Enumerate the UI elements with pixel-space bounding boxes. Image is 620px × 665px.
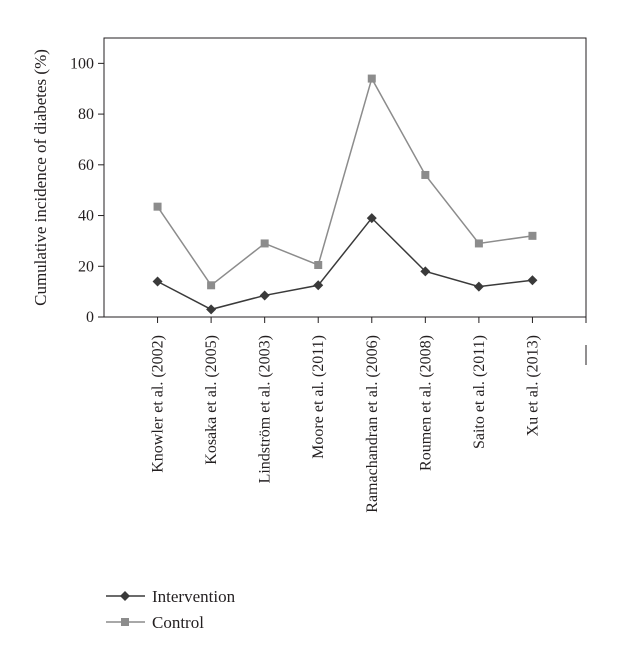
data-point [259,290,270,301]
category-label: Moore et al. (2011) [310,335,327,459]
legend-marker [120,591,130,601]
data-point [260,239,269,248]
data-point [314,261,323,270]
data-point [313,280,324,291]
series-layer [152,74,538,315]
data-point [206,304,217,315]
data-point [421,170,430,179]
data-point [366,213,377,224]
series-control [153,74,537,290]
y-tick-label: 100 [70,55,94,72]
y-ticks: 0 20 40 60 80 100 [70,55,104,326]
category-label: Ramachandran et al. (2006) [364,335,381,513]
y-tick-label: 40 [78,208,94,225]
category-label: Knowler et al. (2002) [150,335,167,473]
legend-label: Control [152,613,204,632]
x-ticks: Knowler et al. (2002) Kosaka et al. (2005… [150,317,587,513]
y-tick-label: 20 [78,258,94,275]
category-label: Xu et al. (2013) [524,335,541,436]
series-intervention [152,213,538,315]
category-label: Roumen et al. (2008) [417,335,434,471]
category-label: Lindström et al. (2003) [257,335,274,483]
category-label: Saito et al. (2011) [471,335,488,449]
data-point [207,281,216,290]
series-line [156,76,533,287]
legend: Intervention Control [106,587,236,632]
data-point [527,275,538,286]
y-tick-label: 80 [78,106,94,123]
plot-frame [103,37,587,318]
data-point [473,281,484,292]
legend-marker [121,618,129,626]
category-label: Kosaka et al. (2005) [203,335,220,465]
data-point [474,239,483,248]
legend-label: Intervention [152,587,236,606]
axes [103,37,587,318]
data-point [152,276,163,287]
data-point [528,231,537,240]
data-point [153,202,162,211]
data-point [420,266,431,277]
y-tick-label: 0 [86,309,94,326]
y-tick-label: 60 [78,157,94,174]
y-axis-title: Cumulative incidence of diabetes (%) [31,49,50,306]
series-line [157,216,533,311]
data-point [367,74,376,83]
